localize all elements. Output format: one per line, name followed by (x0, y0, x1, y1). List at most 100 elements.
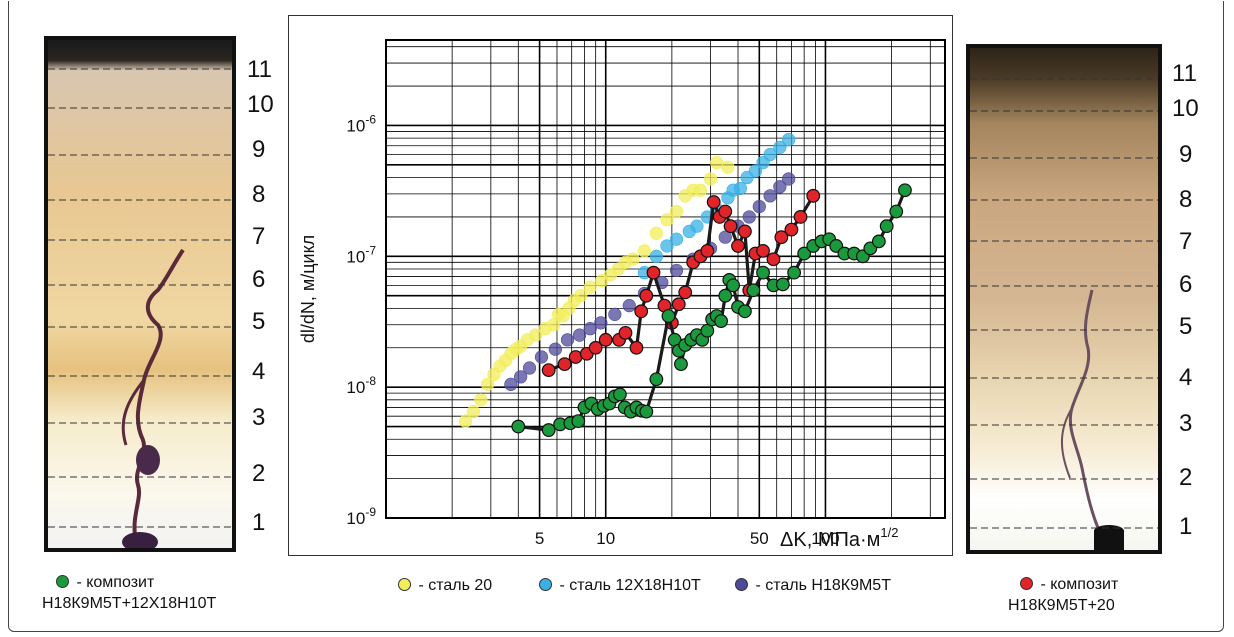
x-axis-label: ΔK, МПа·м1/2 (780, 525, 898, 551)
green-point (787, 265, 802, 280)
right-scale-label: 9 (1179, 141, 1193, 168)
red-point (700, 243, 715, 258)
red-point (639, 288, 654, 303)
legend-cyan: - сталь 12Х18Н10Т (539, 576, 701, 596)
purple-point (622, 299, 636, 313)
red-point (629, 340, 644, 355)
right-scale-label: 5 (1179, 313, 1193, 340)
left-scale-label: 6 (252, 266, 266, 293)
green-point (612, 387, 627, 402)
plot-area-border (385, 39, 946, 519)
green-point (879, 219, 894, 234)
yellow-point (474, 393, 488, 407)
green-point (738, 304, 752, 319)
y-tick-label: 10-7 (346, 243, 376, 266)
left-scale-label: 2 (252, 460, 266, 487)
legend-purple-text: - сталь Н18К9М5Т (755, 577, 891, 594)
yellow-point (529, 328, 543, 342)
purple-point (608, 307, 622, 321)
yellow-point (481, 377, 495, 391)
red-point (723, 219, 738, 234)
yellow-point (626, 252, 640, 266)
purple-point (583, 322, 597, 336)
purple-point (669, 263, 684, 278)
cyan-point (782, 132, 796, 147)
left-scale-label: 8 (252, 181, 266, 208)
yellow-point (574, 289, 588, 303)
left-scale-label: 10 (247, 91, 274, 118)
legend-red-marker (1020, 577, 1033, 590)
legend-yellow-text: - сталь 20 (418, 577, 493, 594)
purple-point (560, 333, 575, 347)
legend-green: - композит (56, 573, 154, 593)
x-tick-label: 50 (750, 529, 769, 548)
y-tick-label: 10-9 (346, 505, 376, 528)
left-scale-label: 4 (252, 358, 266, 385)
y-axis-label: dl/dN, м/цикл (298, 235, 318, 343)
red-point (706, 195, 721, 209)
green-point (871, 234, 886, 249)
green-point (726, 278, 741, 293)
cyan-point (733, 181, 747, 196)
purple-point (773, 180, 787, 194)
legend-red: - композит (1020, 575, 1118, 595)
green-point (511, 419, 526, 434)
red-point (738, 224, 752, 239)
yellow-point (710, 156, 724, 170)
cyan-point (748, 164, 763, 178)
crack-growth-chart: 5 10 50 100 10-9 10-8 10-7 10-6 dl/dN, м/цикл ΔK,… (298, 39, 946, 551)
green-point (775, 277, 790, 292)
right-scale-label: 2 (1179, 464, 1193, 491)
red-point (541, 363, 556, 378)
yellow-point (703, 172, 718, 186)
green-point (898, 183, 912, 198)
green-point (746, 283, 761, 298)
purple-point (548, 342, 562, 356)
chart-series (458, 132, 912, 437)
yellow-point (669, 204, 684, 219)
yellow-point (583, 280, 597, 294)
left-scale-label: 9 (252, 136, 266, 163)
green-point (714, 314, 728, 328)
x-tick-label: 10 (596, 529, 615, 548)
cyan-point (649, 249, 663, 263)
red-point (646, 265, 661, 280)
legend-yellow: - сталь 20 (398, 576, 492, 596)
red-point (678, 285, 693, 300)
red-point (557, 357, 572, 372)
legend-purple-marker (735, 578, 748, 591)
yellow-point (466, 405, 481, 419)
red-point (774, 230, 789, 245)
yellow-point (458, 414, 473, 428)
yellow-point (660, 213, 674, 227)
red-point (634, 304, 649, 319)
legend-red-text-1: - композит (1040, 576, 1119, 593)
left-scale-label: 5 (252, 308, 266, 335)
purple-point (718, 230, 732, 244)
green-point (674, 357, 688, 372)
green-point (541, 423, 556, 437)
right-scale-label: 6 (1179, 271, 1193, 298)
right-scale-label: 10 (1172, 95, 1199, 122)
right-scale-label: 3 (1179, 410, 1193, 437)
legend-cyan-text: - сталь 12Х18Н10Т (559, 577, 701, 594)
right-scale-label: 8 (1179, 186, 1193, 213)
left-scale-label: 3 (252, 404, 266, 431)
green-point (700, 323, 715, 338)
red-point (588, 340, 603, 355)
right-specimen-photo (966, 44, 1162, 554)
purple-point (742, 210, 756, 224)
cyan-point (773, 140, 787, 154)
red-point (784, 222, 799, 237)
figure-frame (8, 1, 1224, 632)
red-point (618, 325, 633, 340)
red-point (793, 210, 808, 224)
green-point (718, 288, 733, 303)
legend-red-line2: Н18К9М5Т+20 (1008, 597, 1115, 614)
cyan-point (660, 239, 674, 253)
yellow-point (649, 226, 663, 240)
red-point (718, 204, 733, 219)
right-scale-label: 4 (1179, 364, 1193, 391)
green-point (889, 204, 904, 219)
legend-cyan-marker (539, 578, 552, 591)
